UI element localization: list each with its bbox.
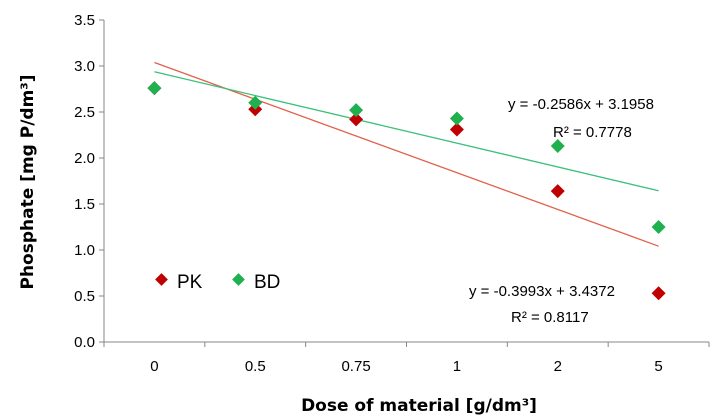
y-axis-title: Phosphate [mg P/dm³] xyxy=(18,74,38,289)
data-point-pk xyxy=(550,184,565,199)
data-point-pk xyxy=(349,112,364,127)
data-point-bd xyxy=(248,95,263,110)
legend-marker-pk xyxy=(155,273,168,286)
y-tick-label: 0.0 xyxy=(74,334,95,351)
axes xyxy=(99,19,710,347)
x-tick-label: 0.5 xyxy=(245,358,266,375)
x-tick-label: 2 xyxy=(554,358,562,375)
data-point-bd xyxy=(349,103,364,118)
data-point-pk xyxy=(449,122,464,137)
data-points xyxy=(147,81,666,301)
legend: PK BD xyxy=(155,272,280,293)
x-axis-title: Dose of material [g/dm³] xyxy=(301,396,537,416)
y-tick-label: 2.0 xyxy=(74,150,95,167)
pk-trend-equation: y = -0.3993x + 3.4372 xyxy=(469,283,615,300)
y-tick-label: 3.5 xyxy=(74,12,95,29)
y-tick-labels: 0.0 0.5 1.0 1.5 2.0 2.5 3.0 3.5 xyxy=(74,12,95,351)
x-tick-label: 0 xyxy=(150,358,158,375)
trendlines xyxy=(154,61,659,247)
y-tick-label: 2.5 xyxy=(74,104,95,121)
y-tick-label: 1.0 xyxy=(74,242,95,259)
trendline-pk xyxy=(154,61,659,247)
pk-trend-r2: R² = 0.8117 xyxy=(511,309,589,326)
pk-trend-annotation: y = -0.3993x + 3.4372 R² = 0.8117 xyxy=(469,283,615,326)
legend-label-pk: PK xyxy=(177,272,203,293)
legend-label-bd: BD xyxy=(254,272,280,293)
x-tick-label: 1 xyxy=(453,358,461,375)
data-point-pk xyxy=(651,286,666,301)
data-point-bd xyxy=(449,111,464,126)
x-tick-labels: 0 0.5 0.75 1 2 5 xyxy=(150,358,663,375)
y-tick-label: 3.0 xyxy=(74,58,95,75)
x-tick-label: 0.75 xyxy=(341,358,370,375)
bd-trend-equation: y = -0.2586x + 3.1958 xyxy=(508,96,654,113)
data-point-bd xyxy=(147,81,162,96)
bd-trend-annotation: y = -0.2586x + 3.1958 R² = 0.7778 xyxy=(508,96,654,141)
data-point-bd xyxy=(550,139,565,154)
x-tick-label: 5 xyxy=(654,358,662,375)
y-tick-label: 0.5 xyxy=(74,288,95,305)
y-tick-label: 1.5 xyxy=(74,196,95,213)
trendline-bd xyxy=(154,71,659,192)
bd-trend-r2: R² = 0.7778 xyxy=(553,124,632,141)
legend-marker-bd xyxy=(232,273,245,286)
data-point-bd xyxy=(651,220,666,234)
